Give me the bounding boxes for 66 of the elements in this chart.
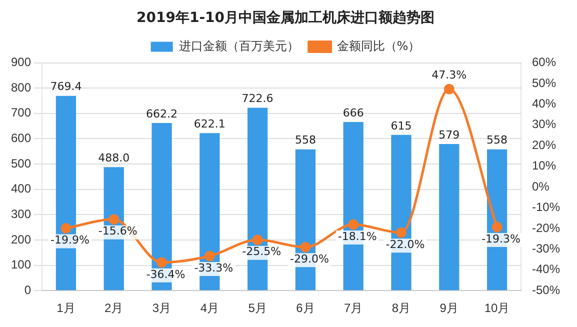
- data-label: 558: [294, 134, 316, 147]
- bar: [439, 144, 460, 290]
- data-label: 769.4: [50, 80, 82, 94]
- data-label: 615: [390, 119, 412, 132]
- y2-tick-label: 0%: [532, 179, 550, 194]
- x-tick-label: 9月: [440, 301, 458, 316]
- y-tick-label: 700: [10, 106, 32, 120]
- y2-tick-label: 20%: [532, 138, 556, 152]
- chart-title: 2019年1-10月中国金属加工机床进口额趋势图: [136, 9, 434, 26]
- legend-label: 进口金额（百万美元）: [178, 38, 299, 53]
- y-tick-label: 200: [10, 232, 32, 246]
- point: [492, 222, 502, 232]
- y2-tick-label: 40%: [532, 96, 556, 111]
- y2-tick-label: -30%: [532, 241, 560, 256]
- y-tick-label: 0: [24, 282, 32, 297]
- data-label: 579: [438, 128, 460, 142]
- point: [444, 84, 454, 94]
- y-tick-label: 100: [10, 258, 32, 272]
- y2-tick-label: -40%: [532, 262, 560, 276]
- data-label: -18.1%: [338, 230, 377, 243]
- legend-label: 金额同比（%）: [336, 38, 420, 53]
- point: [252, 234, 263, 246]
- y2-tick-label: -20%: [532, 220, 560, 235]
- point: [348, 219, 359, 230]
- y-tick-label: 800: [10, 80, 32, 94]
- x-tick-label: 8月: [392, 301, 411, 316]
- data-label: -19.9%: [50, 234, 90, 247]
- x-tick-label: 7月: [344, 301, 363, 316]
- y-tick-label: 500: [10, 156, 32, 170]
- x-tick-label: 4月: [200, 301, 220, 316]
- y2-tick-label: -10%: [532, 200, 560, 214]
- point: [60, 223, 72, 234]
- data-label: -36.4%: [146, 268, 186, 281]
- x-tick-label: 2月: [104, 301, 124, 316]
- y-tick-label: 400: [10, 182, 32, 196]
- x-tick-label: 3月: [152, 301, 172, 316]
- y-tick-label: 900: [10, 55, 32, 70]
- x-tick-label: 6月: [296, 301, 315, 316]
- point: [396, 227, 406, 238]
- y2-tick-label: -50%: [532, 282, 560, 297]
- point: [204, 250, 215, 262]
- data-label: -25.5%: [242, 245, 282, 258]
- x-tick-label: 10月: [484, 301, 510, 316]
- y2-tick-label: 60%: [532, 55, 556, 70]
- point: [156, 257, 168, 268]
- data-label: -19.3%: [482, 232, 520, 246]
- data-label: 622.1: [194, 118, 226, 130]
- data-label: 488.0: [98, 151, 130, 164]
- data-label: -33.3%: [194, 261, 234, 274]
- x-tick-label: 5月: [248, 301, 267, 316]
- data-label: -22.0%: [386, 238, 425, 251]
- x-tick-label: 1月: [56, 301, 76, 316]
- y-tick-label: 300: [10, 206, 32, 221]
- data-label: 722.6: [242, 92, 274, 106]
- y-tick-label: 600: [10, 131, 32, 146]
- y2-tick-label: 30%: [532, 117, 556, 132]
- point: [300, 242, 311, 252]
- y2-tick-label: 10%: [532, 158, 556, 173]
- data-label: 666: [342, 106, 364, 120]
- data-label: 558: [486, 134, 508, 147]
- point: [108, 214, 120, 225]
- data-label: 47.3%: [432, 68, 467, 82]
- y2-tick-label: 50%: [532, 76, 556, 90]
- data-label: 662.2: [146, 107, 178, 120]
- data-label: -15.6%: [98, 224, 138, 238]
- data-label: -29.0%: [290, 252, 329, 266]
